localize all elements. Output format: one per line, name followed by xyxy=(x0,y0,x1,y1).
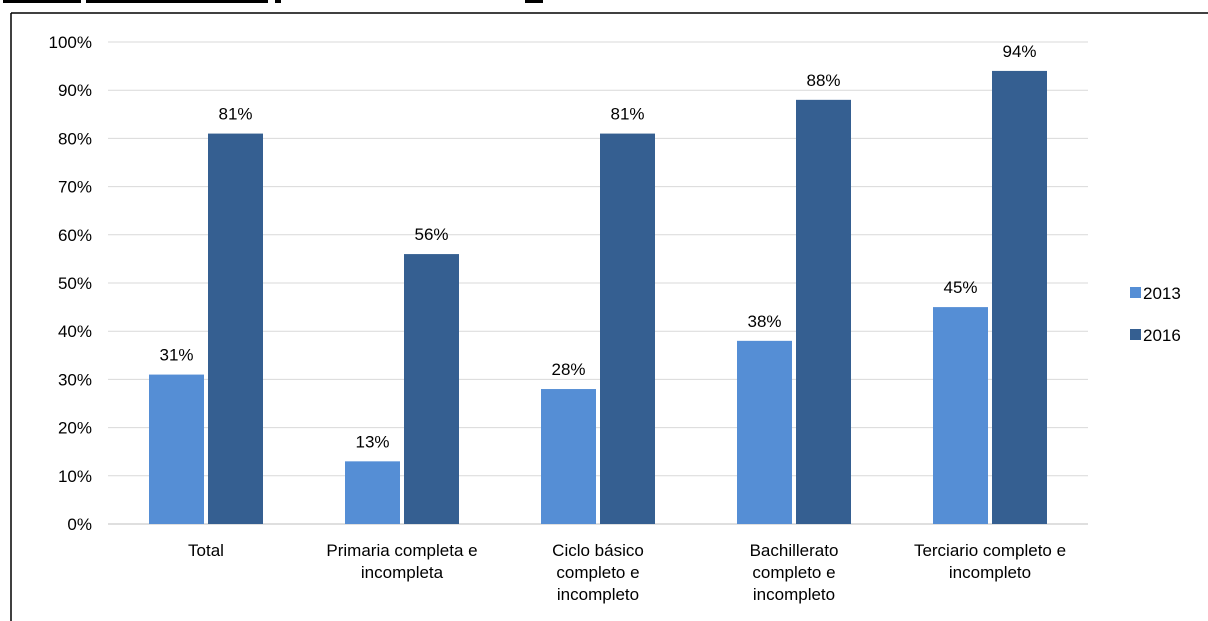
y-tick-label: 90% xyxy=(58,81,92,100)
bar-2013-1 xyxy=(345,461,400,524)
bar-2013-3 xyxy=(737,340,792,524)
x-category-label: Ciclo básico completo e incompleto xyxy=(552,541,644,604)
y-tick-label: 100% xyxy=(49,33,92,52)
x-category-label: Total xyxy=(188,541,224,560)
bar-2013-4 xyxy=(933,307,988,524)
y-axis-tick-labels: 0% 10% 20% 30% 40% 50% 60% 70% 80% 90% 100% xyxy=(49,33,92,534)
x-axis-category-labels: Total Primaria completa e incompleta Ciclo … xyxy=(188,541,1066,604)
data-label-2013-4: 45% xyxy=(943,278,977,297)
x-category-label: Terciario completo e incompleto xyxy=(914,541,1066,582)
legend-swatch-2013 xyxy=(1130,287,1141,298)
bar-2016-0 xyxy=(208,133,263,524)
data-label-2016-3: 88% xyxy=(806,71,840,90)
legend-label-2016: 2016 xyxy=(1143,326,1181,345)
data-label-2013-0: 31% xyxy=(159,346,193,365)
y-tick-label: 20% xyxy=(58,419,92,438)
bar-2016-1 xyxy=(404,254,459,524)
x-category-label: Primaria completa e incompleta xyxy=(326,541,477,582)
data-label-2016-2: 81% xyxy=(610,105,644,124)
bar-2013-0 xyxy=(149,374,204,524)
y-tick-label: 0% xyxy=(67,515,92,534)
data-label-2016-0: 81% xyxy=(218,105,252,124)
legend: 2013 2016 xyxy=(1130,284,1181,345)
y-tick-label: 50% xyxy=(58,274,92,293)
y-tick-label: 10% xyxy=(58,467,92,486)
legend-label-2013: 2013 xyxy=(1143,284,1181,303)
data-label-2016-1: 56% xyxy=(414,225,448,244)
bar-2016-3 xyxy=(796,99,851,524)
data-labels: 31% 81% 13% 56% 28% 81% 38% 88% 45% 94% xyxy=(159,42,1036,451)
y-tick-label: 70% xyxy=(58,178,92,197)
data-label-2013-3: 38% xyxy=(747,312,781,331)
y-tick-label: 40% xyxy=(58,322,92,341)
bar-2013-2 xyxy=(541,389,596,524)
bar-2016-4 xyxy=(992,70,1047,525)
data-label-2013-2: 28% xyxy=(551,360,585,379)
cut-off-title-fragment xyxy=(3,0,543,3)
y-tick-label: 60% xyxy=(58,226,92,245)
data-label-2016-4: 94% xyxy=(1002,42,1036,61)
legend-swatch-2016 xyxy=(1130,329,1141,340)
x-category-label: Bachillerato completo e incompleto xyxy=(750,541,839,604)
data-label-2013-1: 13% xyxy=(355,432,389,451)
y-tick-label: 30% xyxy=(58,370,92,389)
bar-2016-2 xyxy=(600,133,655,524)
bars xyxy=(149,70,1047,525)
gridlines xyxy=(108,41,1088,525)
y-tick-label: 80% xyxy=(58,129,92,148)
